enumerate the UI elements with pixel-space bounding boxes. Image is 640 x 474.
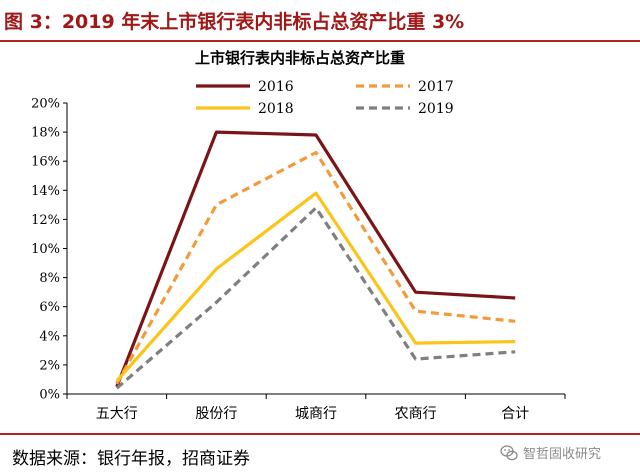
y-tick-label: 8% — [39, 271, 60, 286]
wechat-icon — [500, 444, 518, 460]
series-line-2016 — [115, 130, 516, 388]
x-tick-label: 五大行 — [96, 406, 138, 422]
x-tick-label: 农商行 — [395, 406, 437, 422]
y-tick-label: 12% — [31, 213, 60, 228]
y-tick-label: 4% — [39, 329, 60, 344]
line-chart: 上市银行表内非标占总资产比重 2016 2017 2018 2019 0% 2% 4% 6%… — [31, 49, 566, 422]
y-tick-label: 16% — [31, 155, 60, 170]
chart-series — [115, 130, 516, 390]
y-tick-label: 18% — [31, 126, 60, 141]
series-line-2018 — [115, 191, 516, 382]
chart-legend: 2016 2017 2018 2019 — [196, 79, 454, 117]
y-tick-label: 10% — [31, 242, 60, 257]
series-line-2017 — [115, 150, 516, 385]
chart-title: 上市银行表内非标占总资产比重 — [195, 49, 405, 67]
y-tick-label: 6% — [39, 300, 60, 315]
legend-label-2017: 2017 — [418, 79, 454, 95]
y-tick-label: 0% — [39, 388, 60, 403]
x-tick-label: 城商行 — [295, 406, 337, 422]
figure-title: 图 3：2019 年末上市银行表内非标占总资产比重 3% — [4, 11, 465, 33]
watermark-text: 智哲固收研究 — [523, 447, 602, 462]
y-tick-label: 20% — [31, 97, 60, 112]
figure-footer: 数据来源：银行年报，招商证券 智哲固收研究 — [0, 433, 640, 474]
y-tick-label: 14% — [31, 184, 60, 199]
figure-source: 数据来源：银行年报，招商证券 — [12, 449, 250, 469]
chart-axes: 0% 2% 4% 6% 8% 10% 12% 14% 16% 18% 20% 五大行 股份行 城商行 农商行… — [31, 97, 566, 422]
x-tick-label: 合计 — [501, 406, 529, 422]
watermark: 智哲固收研究 — [500, 443, 601, 462]
legend-label-2018: 2018 — [258, 101, 294, 117]
x-tick-label: 股份行 — [195, 406, 237, 422]
y-tick-label: 2% — [39, 358, 60, 373]
figure-header: 图 3：2019 年末上市银行表内非标占总资产比重 3% — [0, 0, 640, 42]
legend-label-2019: 2019 — [418, 101, 454, 117]
series-line-2019 — [115, 206, 516, 390]
legend-label-2016: 2016 — [258, 79, 294, 95]
